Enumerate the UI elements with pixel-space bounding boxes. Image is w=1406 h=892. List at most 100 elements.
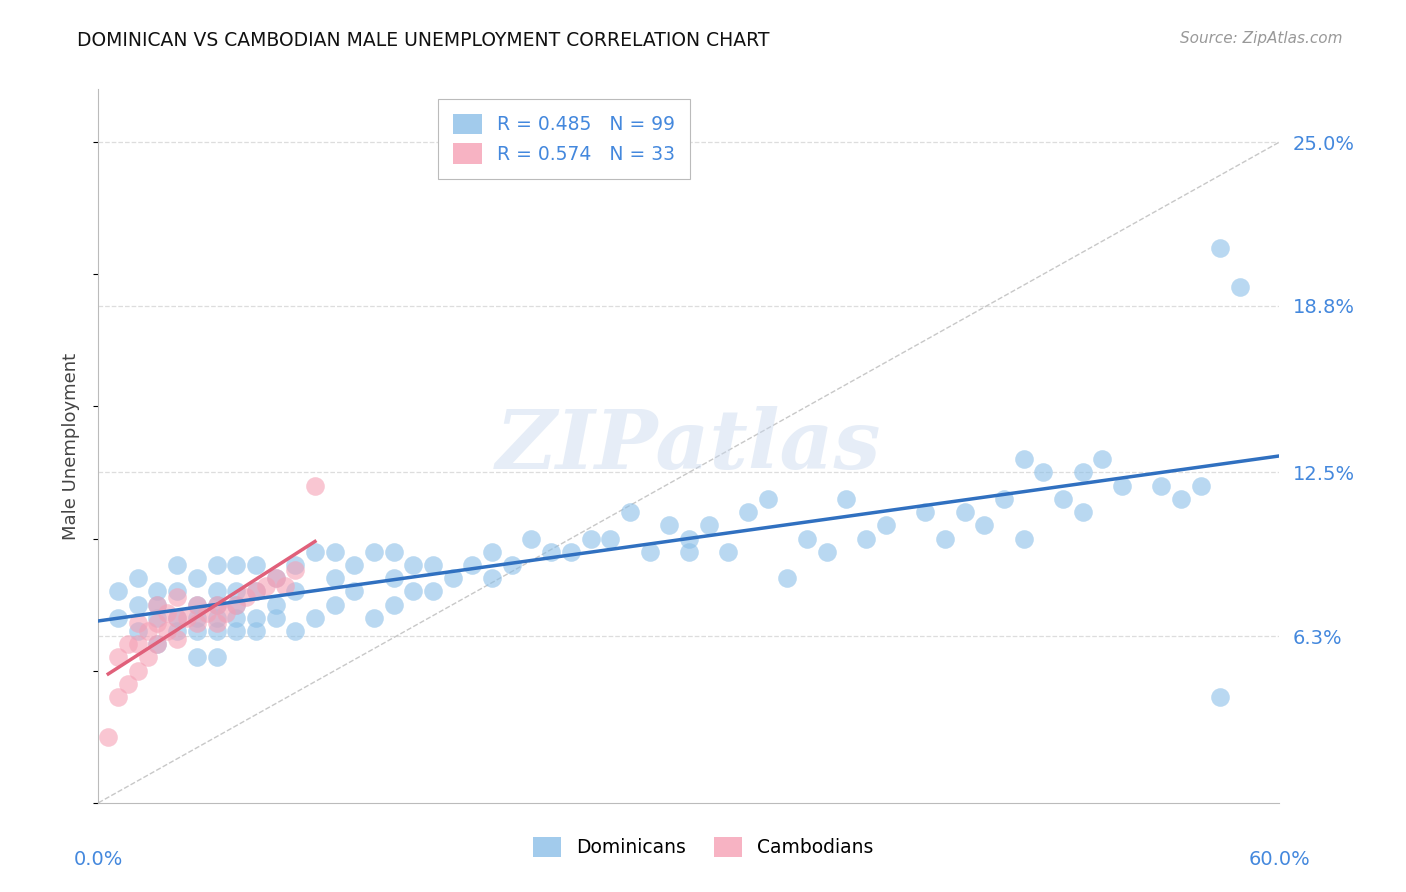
Point (225, 624, 247, 638)
Point (205, 611, 228, 625)
Y-axis label: Male Unemployment: Male Unemployment (62, 352, 80, 540)
Point (1052, 491, 1074, 506)
Point (146, 598, 169, 612)
Point (166, 611, 188, 625)
Point (146, 598, 169, 612)
Point (136, 650, 159, 665)
Point (107, 690, 129, 704)
Point (1091, 452, 1114, 467)
Point (146, 637, 169, 651)
Point (304, 611, 326, 625)
Point (127, 616, 149, 631)
Point (875, 518, 897, 533)
Point (363, 545, 385, 559)
Text: 60.0%: 60.0% (1249, 850, 1310, 870)
Text: Source: ZipAtlas.com: Source: ZipAtlas.com (1180, 31, 1343, 46)
Point (166, 558, 188, 572)
Point (697, 518, 720, 533)
Point (127, 571, 149, 585)
Point (146, 637, 169, 651)
Point (363, 611, 385, 625)
Point (245, 624, 267, 638)
Point (1209, 241, 1232, 255)
Point (245, 584, 267, 599)
Point (619, 505, 641, 519)
Point (560, 545, 582, 559)
Point (678, 532, 700, 546)
Point (245, 611, 267, 625)
Point (481, 571, 503, 585)
Point (481, 545, 503, 559)
Point (245, 558, 267, 572)
Point (156, 606, 179, 620)
Point (166, 584, 188, 599)
Point (205, 624, 228, 638)
Point (186, 598, 208, 612)
Point (245, 584, 267, 599)
Legend: Dominicans, Cambodians: Dominicans, Cambodians (526, 830, 880, 864)
Point (107, 650, 129, 665)
Point (186, 611, 208, 625)
Point (127, 637, 149, 651)
Point (225, 558, 247, 572)
Point (1032, 466, 1054, 480)
Point (166, 624, 188, 638)
Point (156, 624, 179, 638)
Point (343, 584, 366, 599)
Point (756, 491, 779, 506)
Point (382, 571, 405, 585)
Point (127, 664, 149, 678)
Point (638, 545, 661, 559)
Point (166, 590, 188, 604)
Point (146, 616, 169, 631)
Point (1012, 532, 1035, 546)
Point (323, 598, 346, 612)
Point (461, 558, 484, 572)
Point (540, 545, 562, 559)
Point (382, 545, 405, 559)
Point (186, 616, 208, 631)
Point (117, 677, 139, 691)
Point (225, 611, 247, 625)
Point (195, 606, 218, 620)
Point (284, 563, 307, 577)
Point (304, 545, 326, 559)
Point (166, 632, 188, 646)
Point (127, 598, 149, 612)
Point (107, 584, 129, 599)
Point (717, 545, 740, 559)
Text: 0.0%: 0.0% (73, 850, 124, 870)
Point (382, 598, 405, 612)
Point (1150, 478, 1173, 492)
Point (520, 532, 543, 546)
Point (835, 491, 858, 506)
Point (205, 616, 228, 631)
Point (235, 590, 257, 604)
Point (205, 650, 228, 665)
Point (815, 545, 838, 559)
Point (186, 598, 208, 612)
Point (146, 584, 169, 599)
Point (1012, 452, 1035, 467)
Point (264, 598, 287, 612)
Point (186, 571, 208, 585)
Point (274, 579, 297, 593)
Point (284, 624, 307, 638)
Point (402, 558, 425, 572)
Point (186, 624, 208, 638)
Text: ZIPatlas: ZIPatlas (496, 406, 882, 486)
Point (205, 558, 228, 572)
Point (579, 532, 602, 546)
Legend: R = 0.485   N = 99, R = 0.574   N = 33: R = 0.485 N = 99, R = 0.574 N = 33 (439, 99, 689, 179)
Point (205, 598, 228, 612)
Point (225, 598, 247, 612)
Point (107, 611, 129, 625)
Point (1071, 505, 1094, 519)
Point (264, 571, 287, 585)
Point (304, 478, 326, 492)
Point (422, 584, 444, 599)
Point (658, 518, 681, 533)
Text: DOMINICAN VS CAMBODIAN MALE UNEMPLOYMENT CORRELATION CHART: DOMINICAN VS CAMBODIAN MALE UNEMPLOYMENT… (77, 31, 770, 50)
Point (225, 584, 247, 599)
Point (441, 571, 464, 585)
